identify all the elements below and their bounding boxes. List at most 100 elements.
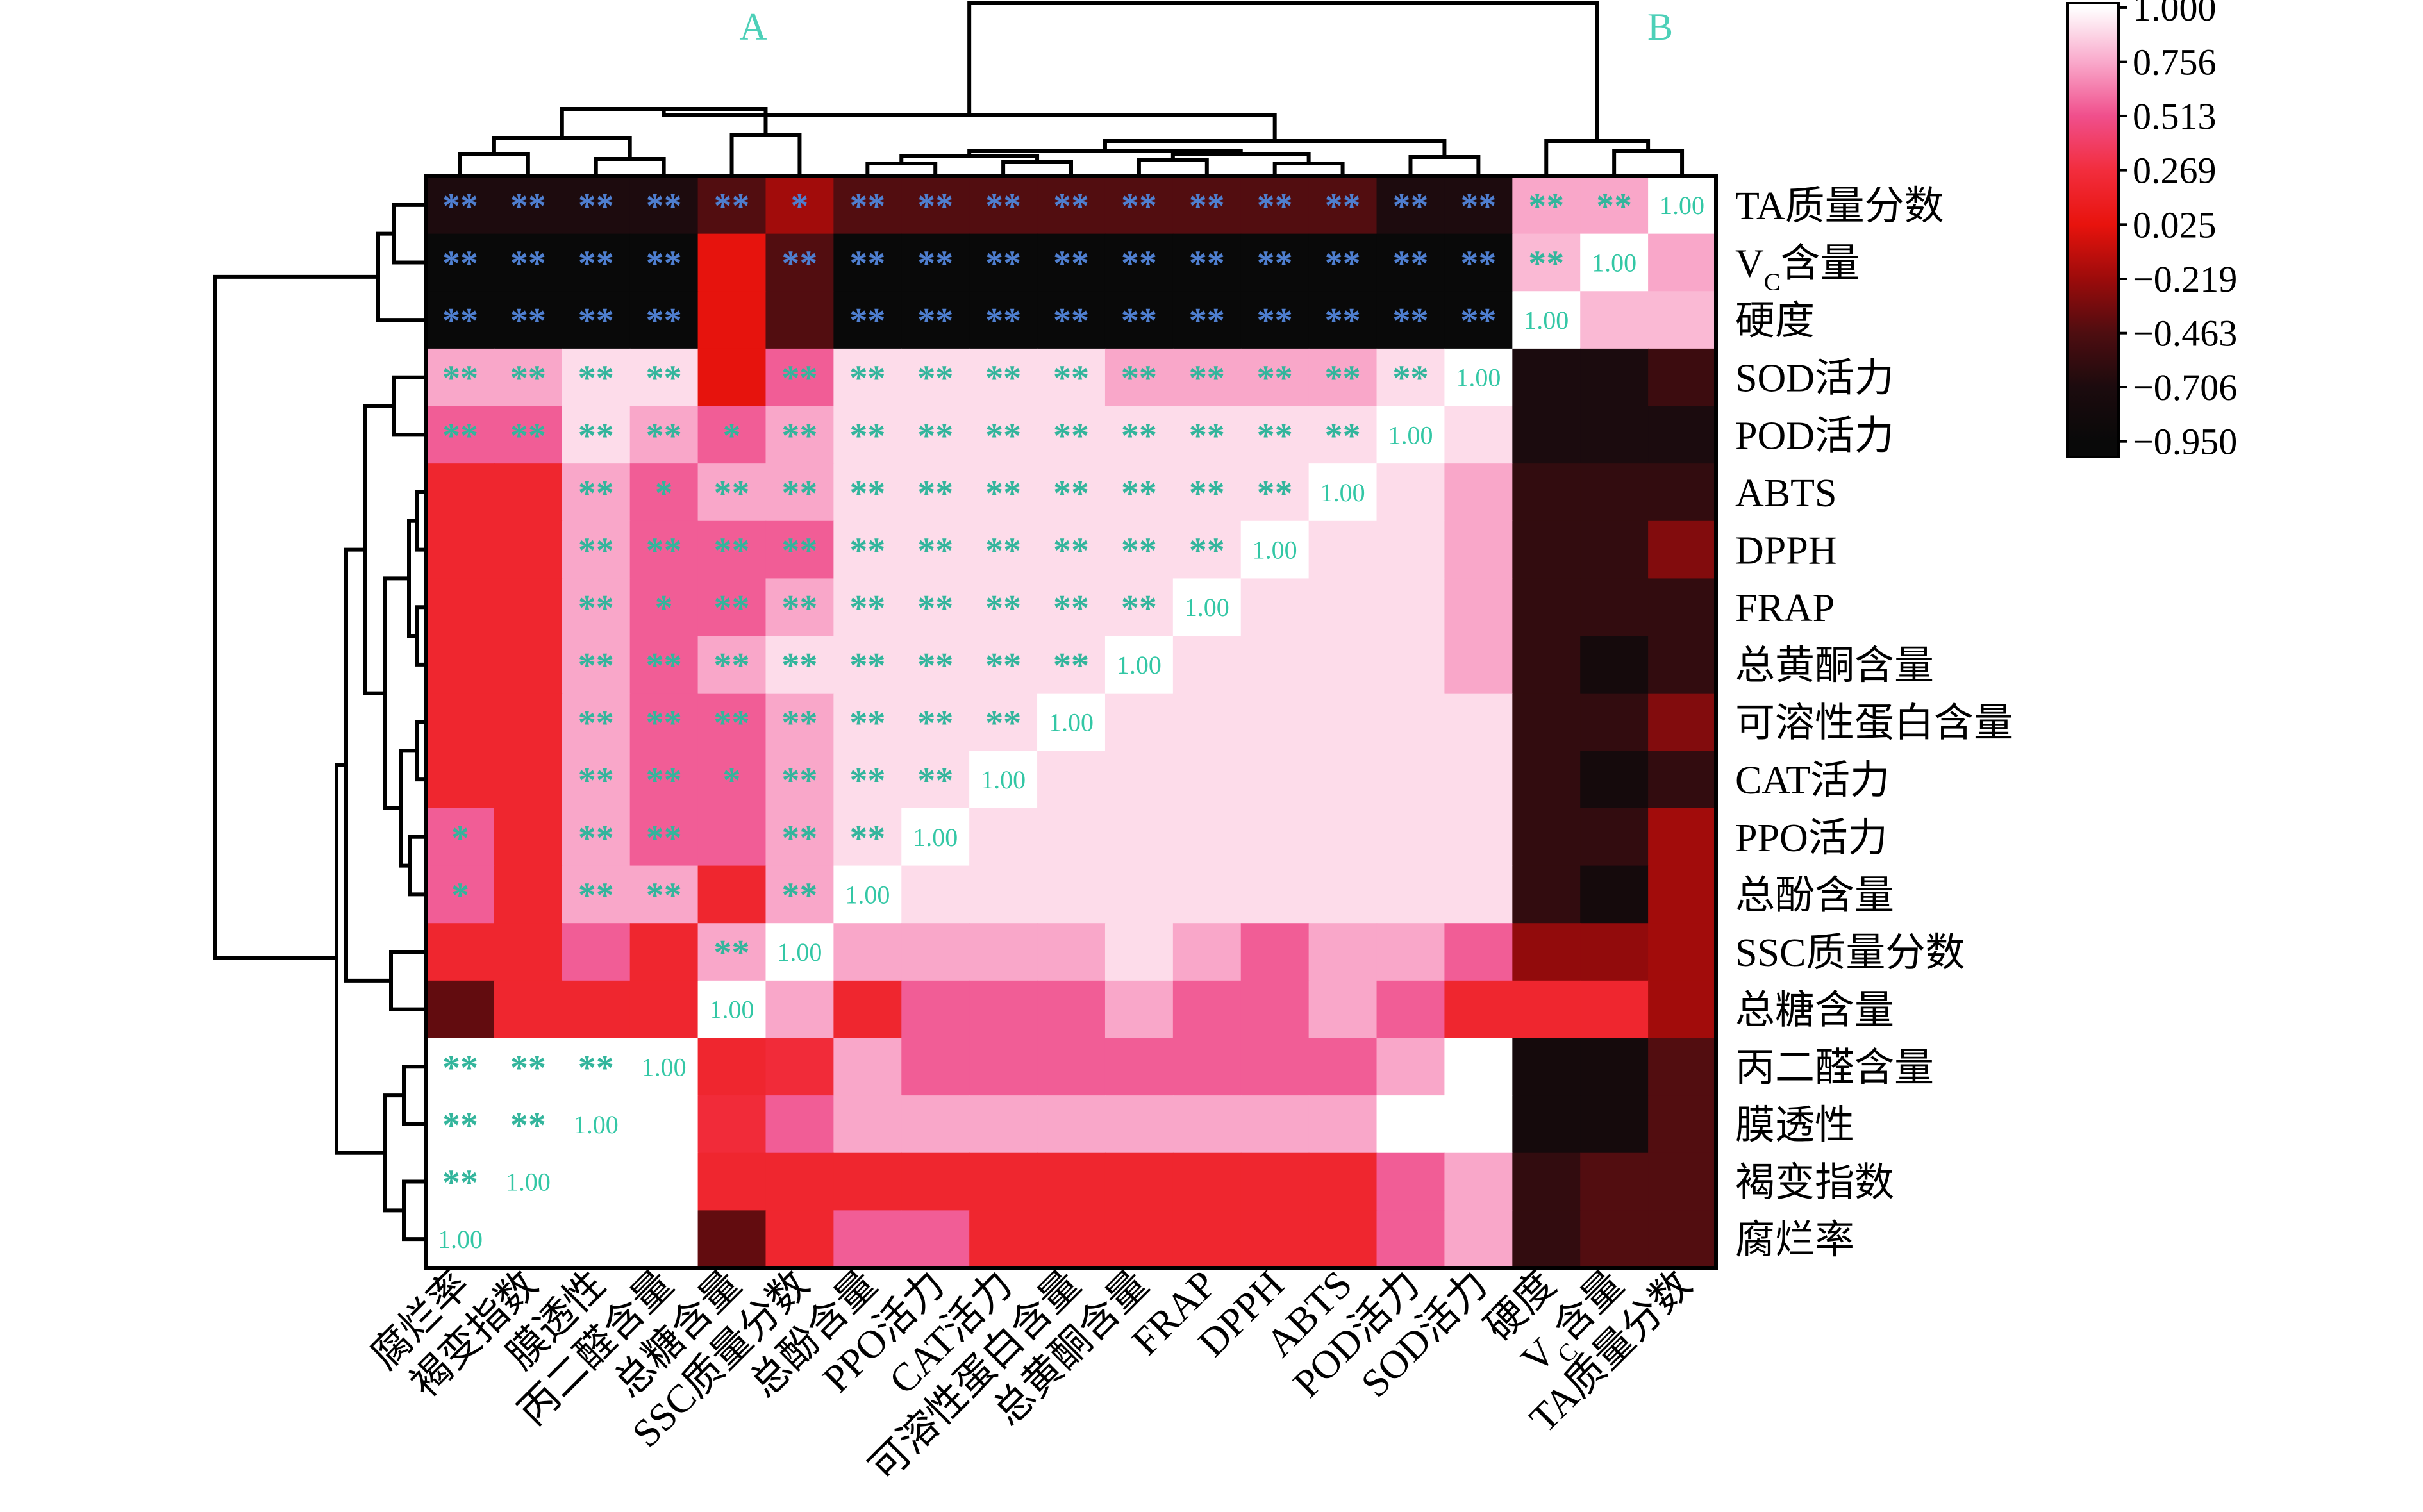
row-label: 硬度 [1735, 299, 1815, 343]
heatmap-cell [1376, 406, 1445, 464]
heatmap-cell [562, 520, 631, 579]
row-label: 丙二醛含量 [1735, 1046, 1934, 1090]
heatmap-cell [1580, 923, 1649, 981]
row-label: 总黄酮含量 [1735, 644, 1934, 688]
heatmap-cell [833, 636, 903, 694]
heatmap-cell [629, 176, 699, 235]
heatmap-cell [697, 348, 767, 407]
heatmap-cell [697, 406, 767, 464]
colorbar-tick-label: 0.269 [2133, 150, 2217, 192]
significance-mark: ** [917, 531, 953, 571]
heatmap-cell [1580, 1038, 1649, 1096]
heatmap-cell [765, 463, 835, 522]
row-label: SSC质量分数 [1735, 931, 1965, 975]
heatmap-cell [1512, 1152, 1581, 1211]
diagonal-value: 1.00 [1388, 420, 1433, 449]
heatmap-cell [1512, 923, 1581, 981]
heatmap-cell [562, 1038, 631, 1096]
top-dendrogram-link [1544, 139, 1651, 176]
heatmap-cell [1376, 176, 1445, 235]
diagonal-value: 1.00 [1117, 651, 1162, 679]
heatmap-cell [1444, 980, 1513, 1039]
heatmap-cell [833, 520, 903, 579]
heatmap-cell [1104, 980, 1174, 1039]
heatmap-cell [1172, 923, 1242, 981]
significance-mark: ** [1325, 244, 1361, 283]
significance-mark: ** [714, 588, 750, 628]
heatmap-cell [1512, 520, 1581, 579]
heatmap-cell [1444, 693, 1513, 752]
heatmap-cell [1308, 923, 1378, 981]
diagonal-value: 1.00 [1660, 191, 1704, 220]
heatmap-cell [1172, 980, 1242, 1039]
heatmap-cell [1104, 693, 1174, 752]
heatmap-cell [1240, 291, 1310, 349]
diagonal-value: 1.00 [1049, 708, 1094, 737]
heatmap-cell [833, 348, 903, 407]
heatmap-cell [426, 693, 495, 752]
significance-mark: ** [849, 301, 885, 341]
heatmap-cell [1580, 176, 1649, 235]
heatmap-cell [562, 923, 631, 981]
heatmap-cell [1444, 1152, 1513, 1211]
heatmap-cell [1037, 176, 1106, 235]
diagonal-value: 1.00 [1456, 363, 1501, 392]
heatmap-cell [1444, 176, 1513, 235]
heatmap-cell [629, 463, 699, 522]
heatmap-cell [494, 1210, 563, 1268]
heatmap-cell [1104, 751, 1174, 809]
heatmap-cell [1172, 176, 1242, 235]
significance-mark: ** [1325, 416, 1361, 456]
colorbar-tick-label: 0.025 [2133, 204, 2217, 245]
heatmap-cell [1376, 1210, 1445, 1268]
heatmap-cell [1240, 923, 1310, 981]
heatmap-cell [1240, 865, 1310, 924]
heatmap-cell [697, 808, 767, 867]
heatmap-cell [833, 578, 903, 636]
heatmap-cell [629, 693, 699, 752]
significance-mark: ** [442, 1163, 478, 1203]
heatmap-cell [1376, 1095, 1445, 1154]
significance-mark: ** [578, 646, 614, 686]
heatmap-cell [901, 463, 970, 522]
row-label: VC含量 [1735, 242, 1860, 295]
significance-mark: ** [442, 416, 478, 456]
left-dendrogram-link [392, 375, 426, 437]
left-dendrogram-link [402, 1065, 426, 1126]
heatmap-cell [833, 291, 903, 349]
significance-mark: * [655, 588, 673, 628]
heatmap-cell [901, 1210, 970, 1268]
heatmap-cell [969, 233, 1038, 292]
heatmap-cell [1308, 980, 1378, 1039]
left-dendrogram-link [363, 404, 394, 695]
left-dendrogram-link [383, 1093, 404, 1213]
row-label: TA质量分数 [1735, 185, 1944, 228]
top-dendrogram [458, 1, 1685, 176]
heatmap-cell [1444, 808, 1513, 867]
top-dendrogram-link [492, 136, 632, 159]
row-label: POD活力 [1735, 414, 1894, 458]
significance-mark: ** [714, 646, 750, 686]
heatmap-cell [1512, 291, 1581, 349]
heatmap-cell [1444, 406, 1513, 464]
significance-mark: ** [1053, 588, 1089, 628]
significance-mark: * [655, 474, 673, 513]
significance-mark: * [451, 876, 469, 915]
row-label: 总糖含量 [1735, 989, 1894, 1033]
heatmap-cell [1376, 980, 1445, 1039]
significance-mark: ** [917, 416, 953, 456]
heatmap-cell [1037, 291, 1106, 349]
colorbar-tick-label: −0.219 [2133, 258, 2237, 300]
significance-mark: ** [985, 301, 1021, 341]
heatmap-cell [1104, 923, 1174, 981]
heatmap-cell [494, 406, 563, 464]
significance-mark: ** [442, 1106, 478, 1145]
heatmap-cell [1648, 520, 1717, 579]
heatmap-cell [1037, 1210, 1106, 1268]
heatmap-cell [426, 176, 495, 235]
heatmap-cell [1037, 865, 1106, 924]
heatmap-cell [697, 520, 767, 579]
heatmap-cell [901, 923, 970, 981]
heatmap-cell [1512, 865, 1581, 924]
significance-mark: ** [849, 359, 885, 399]
